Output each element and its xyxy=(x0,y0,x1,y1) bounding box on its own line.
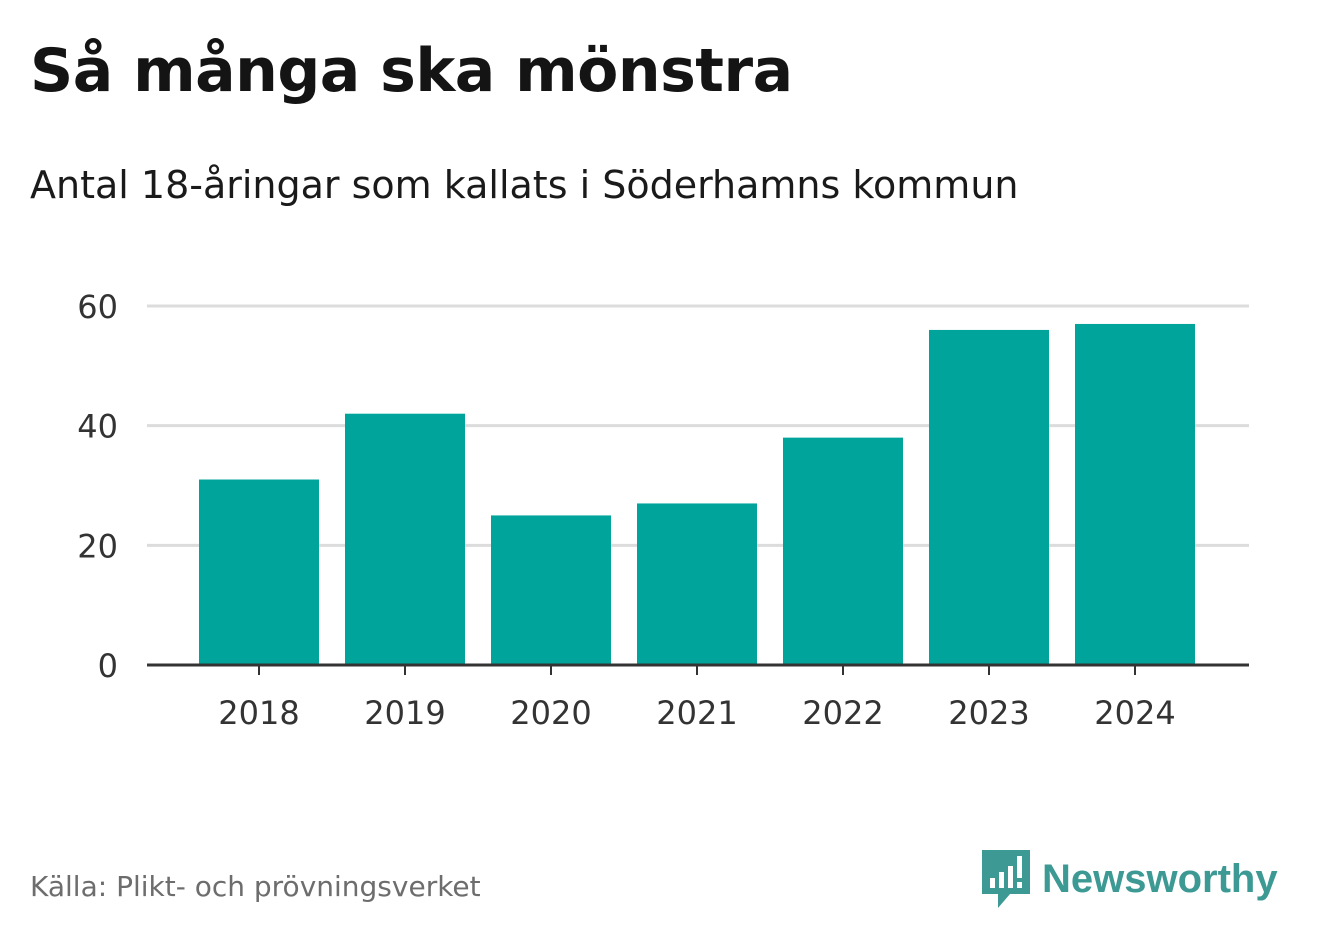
chart-subtitle: Antal 18-åringar som kallats i Söderhamn… xyxy=(30,163,1019,207)
bar-2023 xyxy=(929,329,1049,665)
x-tick-label: 2018 xyxy=(218,694,299,732)
bar-2022 xyxy=(783,437,903,665)
y-tick-label: 60 xyxy=(77,288,118,326)
x-tick-label: 2023 xyxy=(948,694,1029,732)
brand-name: Newsworthy xyxy=(1042,856,1278,901)
source-note: Källa: Plikt- och prövningsverket xyxy=(30,870,481,903)
bar-2024 xyxy=(1075,323,1195,665)
bar-2020 xyxy=(491,515,611,665)
bar-2018 xyxy=(199,479,319,665)
x-tick-label: 2021 xyxy=(656,694,737,732)
x-tick-label: 2022 xyxy=(802,694,883,732)
y-tick-label: 0 xyxy=(98,647,118,685)
y-tick-label: 20 xyxy=(77,527,118,565)
chart-title: Så många ska mönstra xyxy=(30,36,793,106)
bar-2019 xyxy=(345,413,465,665)
bar-2021 xyxy=(637,503,757,665)
x-tick-label: 2020 xyxy=(510,694,591,732)
x-tick-label: 2024 xyxy=(1094,694,1175,732)
brand-logo: Newsworthy xyxy=(980,848,1278,910)
x-tick-label: 2019 xyxy=(364,694,445,732)
y-tick-label: 40 xyxy=(77,408,118,446)
newsworthy-logo-icon xyxy=(982,850,1030,908)
